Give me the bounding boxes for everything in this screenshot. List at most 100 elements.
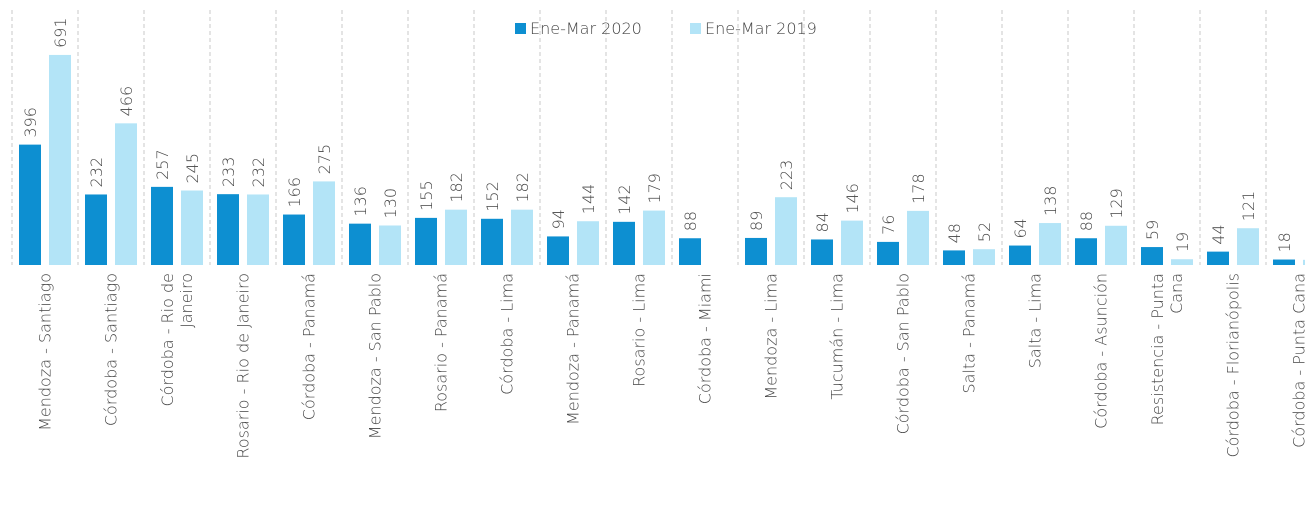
value-label: 64 [1011,218,1030,238]
x-tick-label: Mendoza - Lima [762,273,781,400]
bar [1207,251,1229,265]
value-label: 142 [615,184,634,215]
bar [217,194,239,265]
value-label: 129 [1107,188,1126,219]
bar [1237,228,1259,265]
value-label: 146 [843,183,862,214]
value-label: 233 [219,157,238,188]
value-label: 257 [153,149,172,180]
legend-label: Ene-Mar 2020 [530,19,642,38]
bar [481,218,503,265]
value-label: 136 [351,186,370,217]
bar [745,237,767,265]
bar [613,221,635,265]
x-tick-label: Córdoba - Rio deJaneiro [158,273,196,407]
value-label: 182 [447,172,466,203]
bar [775,197,797,265]
bar [445,209,467,265]
value-label: 691 [51,17,70,48]
bar [1039,223,1061,265]
value-label: 144 [579,184,598,215]
bar [151,186,173,265]
value-label: 94 [549,209,568,229]
x-tick-label: Córdoba - Punta Cana [1290,273,1305,448]
value-label: 121 [1239,191,1258,222]
bar [349,223,371,265]
bar [1273,259,1295,265]
value-label: 84 [813,212,832,232]
bar [115,123,137,265]
x-tick-label: Córdoba - Asunción [1092,273,1111,429]
bar [877,241,899,265]
value-label: 155 [417,180,436,211]
value-label: 166 [285,177,304,208]
value-label: 396 [21,107,40,138]
x-tick-label: Rosario - Lima [630,273,649,387]
value-label: 245 [183,153,202,184]
x-tick-label: Mendoza - San Pablo [366,273,385,439]
legend-swatch [690,23,701,34]
bar [811,239,833,265]
x-tick-label: Mendoza - Santiago [36,273,55,431]
bar [841,220,863,265]
bar [1075,238,1097,265]
x-tick-label: Córdoba - Lima [498,273,517,395]
bar [547,236,569,265]
bar [19,144,41,265]
bar [907,210,929,265]
value-label: 152 [483,181,502,212]
value-label: 232 [87,157,106,188]
value-label: 89 [747,211,766,231]
value-label: 88 [681,211,700,231]
value-label: 466 [117,86,136,117]
value-label: 178 [909,173,928,204]
bar [247,194,269,265]
value-label: 48 [945,223,964,243]
bar [943,250,965,265]
bar [577,221,599,265]
value-label: 76 [879,215,898,235]
legend-label: Ene-Mar 2019 [705,19,817,38]
x-tick-label: Rosario - Panamá [432,273,451,412]
value-label: 19 [1173,232,1192,252]
bar [1171,259,1193,265]
value-label: 18 [1275,232,1294,252]
bar [85,194,107,265]
value-label: 182 [513,172,532,203]
bar [283,214,305,265]
x-tick-label: Córdoba - Panamá [300,273,319,420]
value-label: 179 [645,173,664,204]
value-label: 59 [1143,220,1162,240]
value-label: 44 [1209,224,1228,244]
x-tick-label: Córdoba - Miami [696,273,715,404]
value-label: 88 [1077,211,1096,231]
bar [643,210,665,265]
value-label: 223 [777,160,796,191]
bar [679,238,701,265]
bar [973,249,995,265]
value-label: 275 [315,144,334,175]
x-tick-label: Córdoba - Santiago [102,273,121,426]
bar [181,190,203,265]
bar [1009,245,1031,265]
value-label: 130 [381,188,400,219]
x-tick-label: Rosario - Rio de Janeiro [234,273,253,459]
bar [1105,225,1127,265]
x-tick-label: Córdoba - Florianópolis [1224,273,1243,457]
bar [511,209,533,265]
bar [313,181,335,265]
x-tick-label: Tucumán - Lima [828,273,847,400]
x-tick-label: Resistencia - PuntaCana [1148,273,1186,425]
bar [1303,259,1305,265]
value-label: 52 [975,222,994,242]
value-label: 138 [1041,186,1060,217]
x-tick-label: Salta - Lima [1026,273,1045,368]
x-tick-label: Salta - Panamá [960,273,979,394]
bar [49,54,71,265]
value-label: 232 [249,157,268,188]
bar [379,225,401,265]
legend-swatch [515,23,526,34]
x-tick-label: Córdoba - San Pablo [894,273,913,434]
